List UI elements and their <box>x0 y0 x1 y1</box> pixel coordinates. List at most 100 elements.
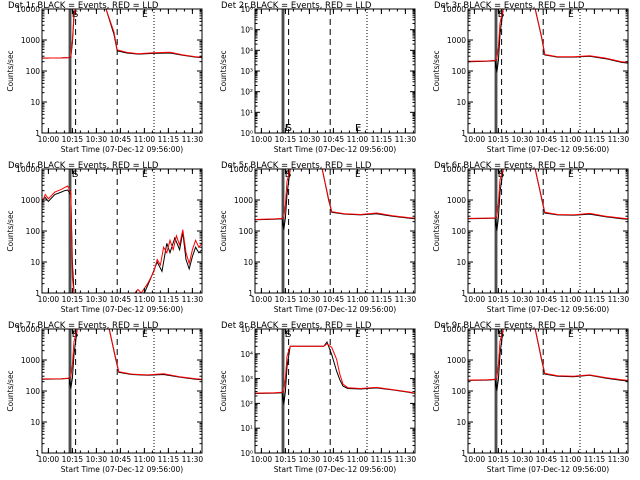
det-chart-9: Det 9r BLACK = Events, RED = LLD F S E 1 10 10… <box>426 320 639 480</box>
y-tick-label: 10000 <box>16 325 40 334</box>
y-tick-label: 10 <box>30 98 40 107</box>
x-tick-label: 11:30 <box>182 455 204 464</box>
y-tick-label: 1000 <box>21 196 40 205</box>
y-tick-label: 10⁶ <box>240 5 253 14</box>
x-tick-label: 11:30 <box>608 455 630 464</box>
series-events <box>255 340 415 421</box>
y-tick-label: 1 <box>461 449 466 458</box>
y-tick-label: 10000 <box>16 165 40 174</box>
det-chart-8: Det 8r BLACK = Events, RED = LLD F S E 10⁰ 10… <box>213 320 426 480</box>
y-tick-label: 1000 <box>447 196 466 205</box>
x-tick-label: 10:15 <box>62 295 84 304</box>
x-axis-label: Start Time (07-Dec-12 09:56:00) <box>274 465 396 474</box>
x-tick-label: 10:30 <box>512 295 534 304</box>
series-lld <box>42 185 202 293</box>
series-lld <box>42 9 202 59</box>
chart-title: Det 2r BLACK = Events, RED = LLD <box>221 1 372 11</box>
det-chart-3: Det 3r BLACK = Events, RED = LLD F S E 1 10 10… <box>426 0 639 160</box>
x-tick-label: 10:15 <box>488 455 510 464</box>
x-tick-label: 10:30 <box>299 295 321 304</box>
plot-frame <box>467 8 629 134</box>
y-tick-label: 10² <box>240 88 253 97</box>
x-tick-label: 11:15 <box>158 295 180 304</box>
x-tick-label: 11:15 <box>371 135 393 144</box>
y-tick-label: 10⁰ <box>240 449 253 458</box>
y-tick-label: 10000 <box>442 165 466 174</box>
marker-label-s: S <box>286 123 292 134</box>
x-tick-label: 10:45 <box>323 135 345 144</box>
y-tick-label: 100 <box>26 67 41 76</box>
marker-label-f: F <box>498 170 503 180</box>
det-chart-2: Det 2r BLACK = Events, RED = LLD F S E 10⁰ 10… <box>213 0 426 160</box>
x-tick-label: 11:15 <box>584 135 606 144</box>
y-tick-label: 10¹ <box>240 424 253 433</box>
chart-title: Det 6r BLACK = Events, RED = LLD <box>434 161 585 171</box>
plot-frame <box>467 328 629 454</box>
chart-title: Det 5r BLACK = Events, RED = LLD <box>221 161 372 171</box>
x-tick-label: 10:00 <box>251 455 273 464</box>
chart-title: Det 8r BLACK = Events, RED = LLD <box>221 321 372 331</box>
y-tick-label: 10² <box>240 399 253 408</box>
x-tick-label: 10:00 <box>464 295 486 304</box>
x-tick-label: 11:15 <box>371 295 393 304</box>
series-lld <box>468 169 628 220</box>
series-events <box>42 329 202 408</box>
x-tick-label: 11:00 <box>347 295 369 304</box>
marker-label-f: F <box>285 123 291 134</box>
marker-label-e: E <box>568 330 574 340</box>
y-tick-label: 10 <box>243 258 253 267</box>
y-tick-label: 100 <box>452 227 467 236</box>
x-tick-label: 11:30 <box>395 455 417 464</box>
marker-label-s: S <box>73 170 79 180</box>
x-tick-label: 10:30 <box>299 135 321 144</box>
y-tick-label: 100 <box>239 227 254 236</box>
y-axis-label: Counts/sec <box>6 370 15 411</box>
x-tick-label: 10:15 <box>275 135 297 144</box>
x-tick-label: 10:00 <box>38 135 60 144</box>
x-tick-label: 11:15 <box>584 455 606 464</box>
x-tick-label: 10:45 <box>323 455 345 464</box>
series-lld <box>255 169 415 220</box>
y-tick-label: 100 <box>452 387 467 396</box>
x-axis-label: Start Time (07-Dec-12 09:56:00) <box>274 305 396 314</box>
y-tick-label: 1000 <box>234 196 253 205</box>
x-tick-label: 10:00 <box>464 455 486 464</box>
marker-label-s: S <box>73 10 79 20</box>
series-lld <box>255 343 415 394</box>
y-tick-label: 10³ <box>240 375 253 384</box>
x-tick-label: 10:45 <box>536 455 558 464</box>
chart-title: Det 1r BLACK = Events, RED = LLD <box>8 1 159 11</box>
plot-frame <box>254 328 416 454</box>
y-tick-label: 10 <box>456 418 466 427</box>
x-tick-label: 11:15 <box>584 295 606 304</box>
x-tick-label: 11:00 <box>560 135 582 144</box>
series-lld <box>42 329 202 380</box>
y-tick-label: 100 <box>26 387 41 396</box>
y-tick-label: 10⁴ <box>240 46 253 55</box>
x-tick-label: 10:30 <box>86 455 108 464</box>
y-axis-label: Counts/sec <box>6 210 15 251</box>
x-tick-label: 11:00 <box>134 295 156 304</box>
x-tick-label: 11:30 <box>395 295 417 304</box>
y-tick-label: 10⁵ <box>240 26 253 35</box>
x-axis-label: Start Time (07-Dec-12 09:56:00) <box>61 305 183 314</box>
plot-frame <box>254 8 416 134</box>
det-chart-4: Det 4r BLACK = Events, RED = LLD F S E 1 10 10… <box>0 160 213 320</box>
x-tick-label: 11:00 <box>560 455 582 464</box>
y-axis-label: Counts/sec <box>219 50 228 91</box>
series-events <box>255 169 415 248</box>
x-tick-label: 11:15 <box>371 455 393 464</box>
x-tick-label: 10:00 <box>251 135 273 144</box>
marker-label-f: F <box>285 170 290 180</box>
y-axis-label: Counts/sec <box>432 210 441 251</box>
series-events <box>468 169 628 248</box>
y-tick-label: 10⁵ <box>240 325 253 334</box>
marker-label-e: E <box>355 330 361 340</box>
x-tick-label: 10:45 <box>536 135 558 144</box>
x-tick-label: 10:45 <box>536 295 558 304</box>
y-tick-label: 10 <box>456 258 466 267</box>
